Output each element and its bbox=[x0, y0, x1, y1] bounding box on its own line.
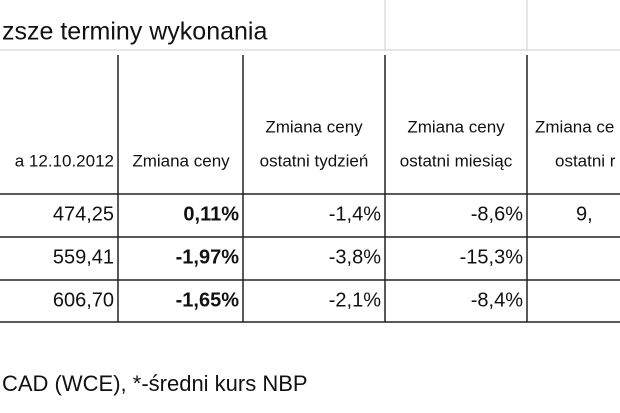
data-cell: 0,11% bbox=[183, 203, 239, 225]
data-cell: -1,65% bbox=[176, 289, 240, 311]
data-cell: 474,25 bbox=[53, 203, 114, 225]
data-cell: -1,97% bbox=[176, 246, 240, 268]
footer-note: CAD (WCE), *-średni kurs NBP bbox=[2, 371, 308, 396]
data-cell: 9, bbox=[576, 203, 593, 225]
table-title: zsze terminy wykonania bbox=[2, 18, 267, 46]
header-cell: ostatni tydzień bbox=[260, 151, 369, 170]
header-cell: Zmiana ce bbox=[535, 117, 614, 136]
data-cell: -3,8% bbox=[329, 246, 381, 268]
data-cell: -8,6% bbox=[471, 203, 523, 225]
header-cell: Zmiana ceny bbox=[265, 117, 363, 136]
header-cell: a 12.10.2012 bbox=[15, 151, 114, 170]
data-cell: -8,4% bbox=[471, 289, 523, 311]
header-cell: Zmiana ceny bbox=[407, 117, 505, 136]
header-cell: Zmiana ceny bbox=[132, 151, 230, 170]
data-cell: -15,3% bbox=[460, 246, 524, 268]
data-cell: 559,41 bbox=[53, 246, 114, 268]
data-cell: -1,4% bbox=[329, 203, 381, 225]
data-cell: 606,70 bbox=[53, 289, 114, 311]
header-cell: ostatni miesiąc bbox=[400, 151, 513, 170]
data-cell: -2,1% bbox=[329, 289, 381, 311]
header-cell: ostatni r bbox=[555, 151, 616, 170]
